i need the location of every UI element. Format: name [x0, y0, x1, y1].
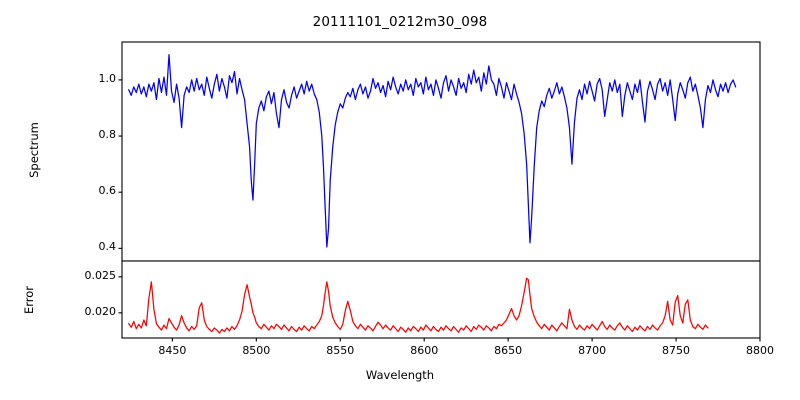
error-axis-label: Error — [22, 285, 36, 315]
xtick-label-8500: 8500 — [242, 344, 271, 357]
error-panel-frame — [121, 260, 761, 339]
page-title: 20111101_0212m30_098 — [312, 14, 488, 30]
spectrum-ytick-label-0.8: 0.8 — [98, 128, 117, 142]
wavelength-axis-label: Wavelength — [365, 368, 435, 382]
xtick-label-8650: 8650 — [494, 344, 523, 357]
error-series — [128, 277, 709, 334]
spectrum-series — [128, 54, 737, 248]
xtick-label-8800: 8800 — [746, 344, 774, 357]
axis-ticks — [118, 79, 761, 342]
xtick-label-8700: 8700 — [578, 344, 607, 357]
spectrum-panel-frame — [121, 41, 761, 262]
error-ytick-label-0.02: 0.020 — [84, 304, 117, 318]
xtick-label-8750: 8750 — [662, 344, 691, 357]
xtick-label-8450: 8450 — [158, 344, 187, 357]
spectrum-ytick-label-1: 1.0 — [98, 71, 117, 85]
error-ytick-label-0.025: 0.025 — [84, 268, 117, 282]
spectrum-ytick-label-0.4: 0.4 — [98, 240, 117, 254]
spectrum-ytick-label-0.6: 0.6 — [98, 184, 117, 198]
xtick-label-8600: 8600 — [410, 344, 439, 357]
spectrum-axis-label: Spectrum — [27, 122, 41, 178]
xtick-label-8550: 8550 — [326, 344, 355, 357]
